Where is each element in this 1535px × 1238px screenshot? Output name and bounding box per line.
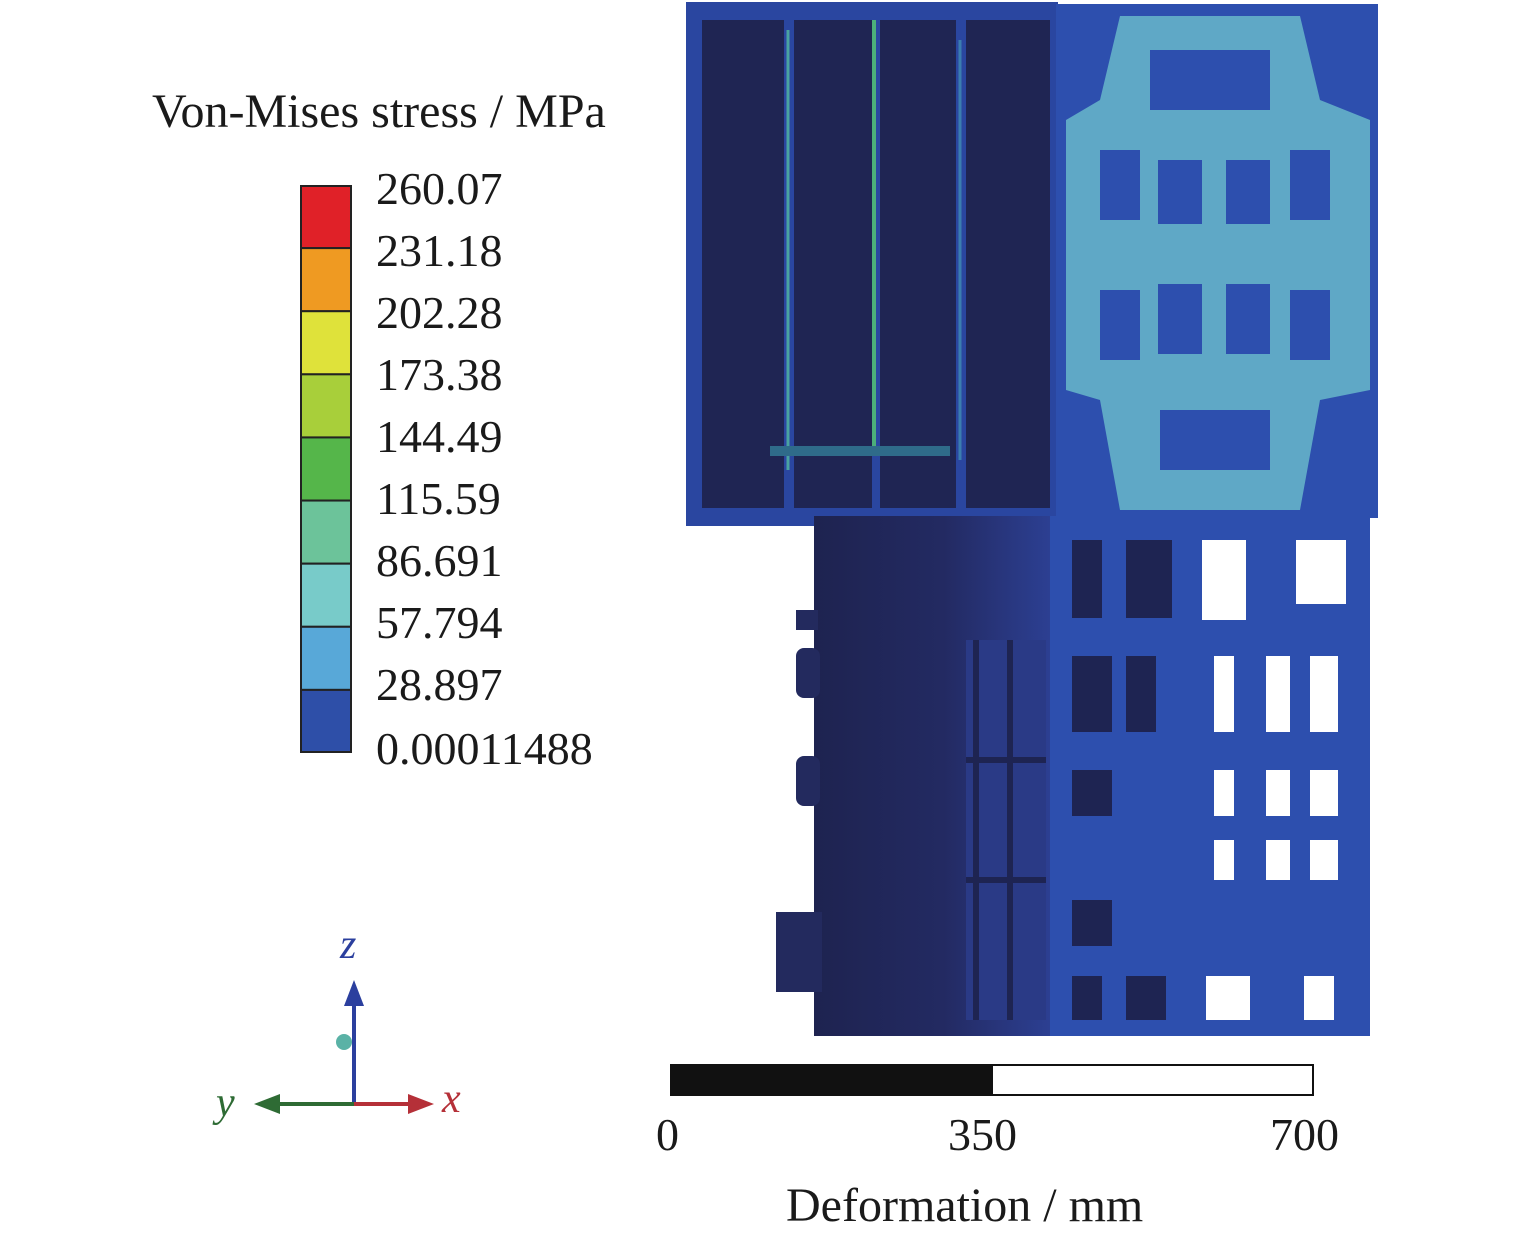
colorbar-band [300,499,352,565]
deformation-scale-bar [670,1064,1314,1096]
colorbar-tick-label: 115.59 [376,473,501,524]
colorbar-band [300,562,352,628]
cylinder-body [776,516,1050,1036]
colorbar-tick-label: 86.691 [376,535,503,586]
fe-model-render [686,2,1378,1036]
colorbar-band [300,247,352,313]
scale-label-350: 350 [948,1109,1017,1160]
colorbar-band [300,688,352,753]
upper-left-frame [686,2,1058,526]
stress-colorbar [300,185,352,753]
colorbar-tick-label: 144.49 [376,411,503,462]
scale-label-700: 700 [1270,1109,1339,1160]
y-axis-label: y [216,1080,235,1126]
colorbar-tick-label: 202.28 [376,287,503,338]
colorbar-tick-label: 173.38 [376,349,503,400]
colorbar-tick-label: 231.18 [376,225,503,276]
colorbar-band [300,625,352,691]
colorbar-tick-label: 28.897 [376,659,503,710]
triad-arrows-icon [254,980,434,1114]
x-axis-label: x [442,1076,461,1122]
scale-label-0: 0 [656,1109,679,1160]
colorbar-band [300,185,352,250]
colorbar-tick-label: 57.794 [376,597,503,648]
colorbar-band [300,436,352,502]
z-axis-label: z [340,922,357,968]
colorbar-band [300,373,352,439]
legend-title: Von-Mises stress / MPa [152,85,606,138]
scale-title: Deformation / mm [786,1179,1144,1232]
lower-right-frame [1050,516,1370,1036]
colorbar-band [300,310,352,376]
axis-triad: z y x [200,920,480,1140]
colorbar-tick-label: 0.00011488 [376,723,593,774]
colorbar-tick-label: 260.07 [376,163,503,214]
upper-right-plate [1056,4,1378,518]
